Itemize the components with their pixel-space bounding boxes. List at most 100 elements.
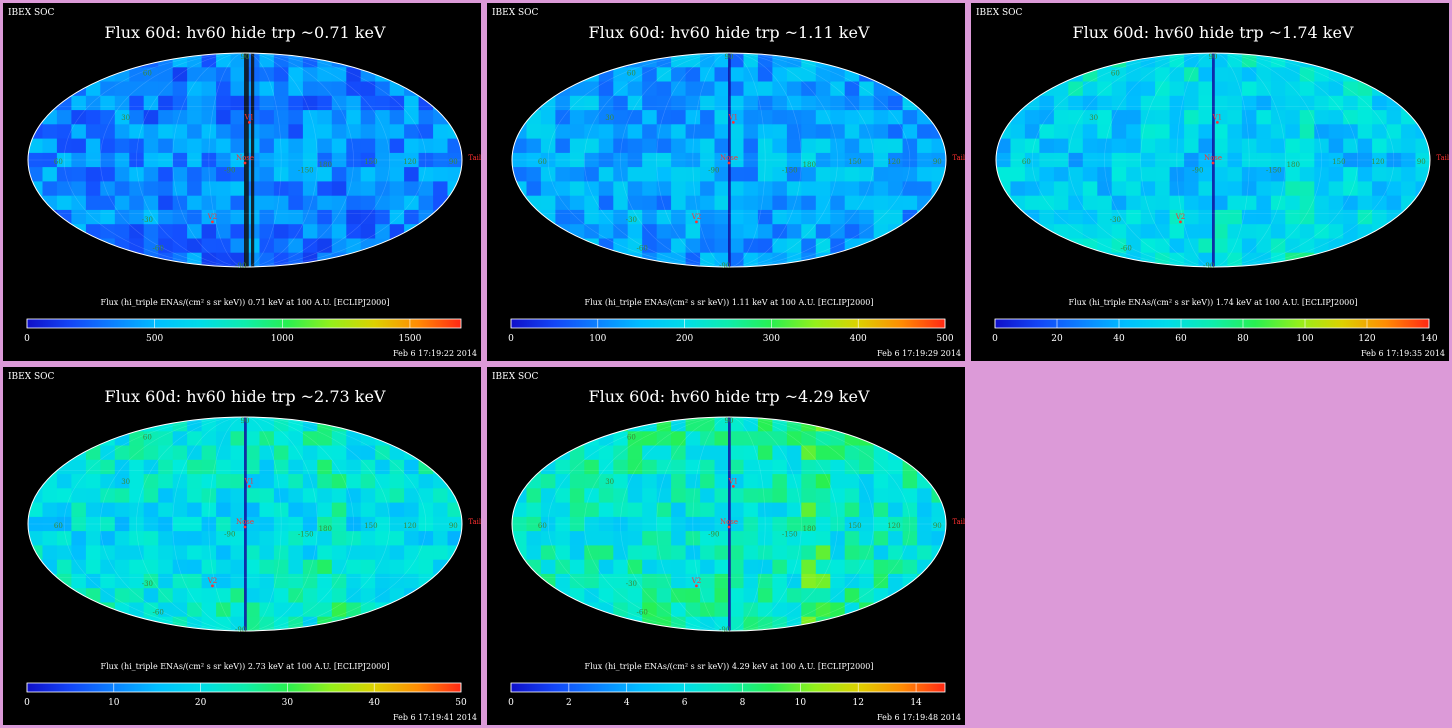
flux-pixel	[230, 545, 246, 561]
flux-pixel	[902, 95, 918, 111]
flux-pixel	[1169, 195, 1185, 211]
flux-pixel	[917, 209, 933, 225]
flux-pixel	[1068, 138, 1084, 154]
flux-pixel	[931, 81, 946, 97]
v1-marker-dot	[1215, 120, 1219, 124]
flux-pixel	[1241, 81, 1257, 97]
flux-pixel	[28, 459, 43, 475]
lat-tick-label: 90	[241, 53, 250, 61]
flux-pixel	[288, 181, 304, 197]
flux-pixel	[187, 167, 203, 182]
nose-marker-dot	[727, 161, 731, 165]
flux-pixel	[129, 545, 145, 561]
flux-pixel	[447, 181, 462, 197]
flux-pixel	[931, 124, 946, 140]
flux-pixel	[830, 545, 846, 561]
colorbar-caption: Flux (hi_triple ENAs/(cm² s sr keV)) 0.7…	[101, 298, 390, 307]
flux-pixel	[1270, 95, 1286, 111]
flux-pixel	[1097, 95, 1113, 111]
flux-pixel	[230, 616, 246, 631]
flux-pixel	[815, 459, 831, 475]
flux-pixel	[1169, 167, 1185, 182]
flux-pixel	[418, 181, 434, 197]
flux-pixel	[714, 502, 730, 518]
nose-marker: Nose	[236, 154, 254, 162]
flux-pixel	[317, 110, 333, 125]
flux-pixel	[786, 445, 802, 461]
flux-pixel	[743, 152, 759, 168]
flux-pixel	[996, 67, 1011, 83]
flux-pixel	[85, 502, 101, 518]
lon-tick-label: 60	[538, 158, 547, 166]
flux-pixel	[888, 110, 904, 125]
flux-pixel	[512, 252, 527, 267]
flux-pixel	[526, 252, 542, 267]
flux-pixel	[1299, 124, 1315, 140]
flux-pixel	[613, 124, 629, 140]
flux-pixel	[1053, 152, 1069, 168]
flux-pixel	[917, 502, 933, 518]
flux-pixel	[1227, 95, 1243, 111]
flux-pixel	[613, 181, 629, 197]
flux-pixel	[404, 616, 420, 631]
flux-pixel	[902, 516, 918, 532]
flux-pixel	[1082, 138, 1098, 154]
flux-pixel	[830, 167, 846, 182]
flux-pixel	[28, 167, 43, 182]
flux-pixel	[158, 559, 174, 575]
flux-pixel	[302, 531, 318, 546]
flux-pixel	[917, 516, 933, 532]
flux-pixel	[555, 195, 571, 211]
flux-pixel	[42, 545, 58, 561]
flux-pixel	[613, 531, 629, 546]
flux-pixel	[917, 545, 933, 561]
flux-pixel	[555, 602, 571, 618]
flux-pixel	[216, 238, 232, 254]
flux-pixel	[389, 602, 405, 618]
flux-pixel	[1082, 167, 1098, 182]
nose-marker: Nose	[1204, 154, 1222, 162]
flux-pixel	[259, 124, 275, 140]
flux-pixel	[433, 545, 449, 561]
flux-pixel	[526, 224, 542, 239]
flux-pixel	[28, 53, 43, 68]
flux-pixel	[1343, 252, 1359, 267]
map-frame	[995, 52, 1431, 268]
flux-pixel	[902, 224, 918, 239]
flux-pixel	[1401, 53, 1417, 68]
flux-pixel	[172, 195, 188, 211]
lat-tick-label: -90	[1203, 262, 1214, 270]
flux-pixel	[187, 224, 203, 239]
flux-pixel	[540, 417, 556, 432]
flux-pixel	[931, 152, 946, 168]
flux-pixel	[1227, 152, 1243, 168]
flux-pixel	[540, 167, 556, 182]
flux-pixel	[1097, 152, 1113, 168]
flux-pixel	[245, 616, 260, 631]
flux-pixel	[801, 224, 817, 239]
flux-pixel	[786, 181, 802, 197]
flux-pixel	[888, 124, 904, 140]
flux-pixel	[187, 588, 203, 603]
flux-pixel	[830, 224, 846, 239]
flux-pixel	[114, 224, 130, 239]
flux-pixel	[302, 138, 318, 154]
flux-pixel	[642, 588, 658, 603]
flux-pixel	[288, 167, 304, 182]
colorbar-tick-label: 300	[763, 334, 780, 344]
flux-pixel	[85, 209, 101, 225]
flux-pixel	[656, 167, 672, 182]
flux-pixel	[288, 238, 304, 254]
flux-pixel	[114, 602, 130, 618]
flux-pixel	[642, 488, 658, 504]
flux-pixel	[1386, 167, 1402, 182]
lon-tick-label: 150	[364, 522, 377, 530]
flux-pixel	[902, 238, 918, 254]
flux-pixel	[273, 81, 289, 97]
flux-pixel	[902, 124, 918, 140]
flux-pixel	[1372, 238, 1388, 254]
flux-pixel	[584, 502, 600, 518]
flux-pixel	[642, 559, 658, 575]
flux-pixel	[627, 124, 643, 140]
